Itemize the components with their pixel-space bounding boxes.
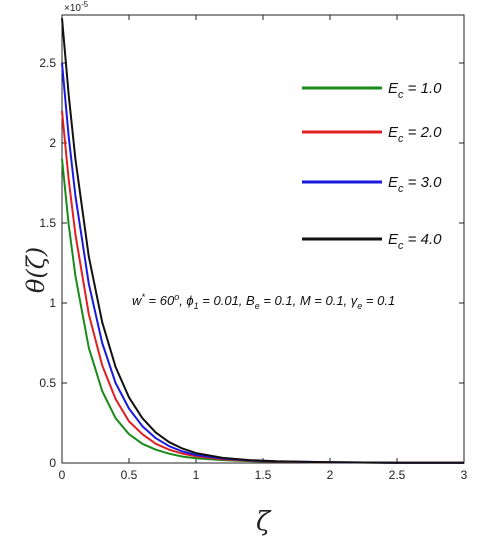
- legend-label-3: Ec = 3.0: [388, 174, 442, 195]
- x-tick-label: 2.5: [389, 468, 406, 482]
- series-lines: [61, 18, 465, 464]
- series-line-1: [61, 158, 465, 464]
- y-axis-label: θ(ζ): [22, 247, 50, 293]
- y-tick-label: 0: [49, 456, 56, 470]
- series-line-4: [61, 18, 465, 464]
- y-tick-label: 1.5: [39, 216, 56, 230]
- y-tick-label: 1: [49, 296, 56, 310]
- x-tick-label: 3: [461, 468, 468, 482]
- x-tick-label: 0.5: [121, 468, 138, 482]
- x-tick-label: 2: [327, 468, 334, 482]
- y-tick-label: 0.5: [39, 376, 56, 390]
- x-tick-label: 1: [193, 468, 200, 482]
- legend-label-2: Ec = 2.0: [388, 124, 442, 145]
- x-axis-label: ζ: [256, 507, 272, 537]
- y-multiplier: ×10-5: [64, 0, 89, 14]
- parameter-annotation: w* = 60o, ϕ1 = 0.01, Be = 0.1, M = 0.1, …: [132, 292, 395, 311]
- legend-label-1: Ec = 1.0: [388, 80, 442, 101]
- series-line-3: [61, 62, 465, 464]
- series-line-2: [61, 110, 465, 464]
- y-tick-label: 2.5: [39, 56, 56, 70]
- legend-label-4: Ec = 4.0: [388, 231, 442, 252]
- x-tick-label: 1.5: [255, 468, 272, 482]
- legend: Ec = 1.0 Ec = 2.0 Ec = 3.0 Ec = 4.0: [302, 80, 442, 252]
- x-tick-label: 0: [59, 468, 66, 482]
- y-tick-label: 2: [49, 136, 56, 150]
